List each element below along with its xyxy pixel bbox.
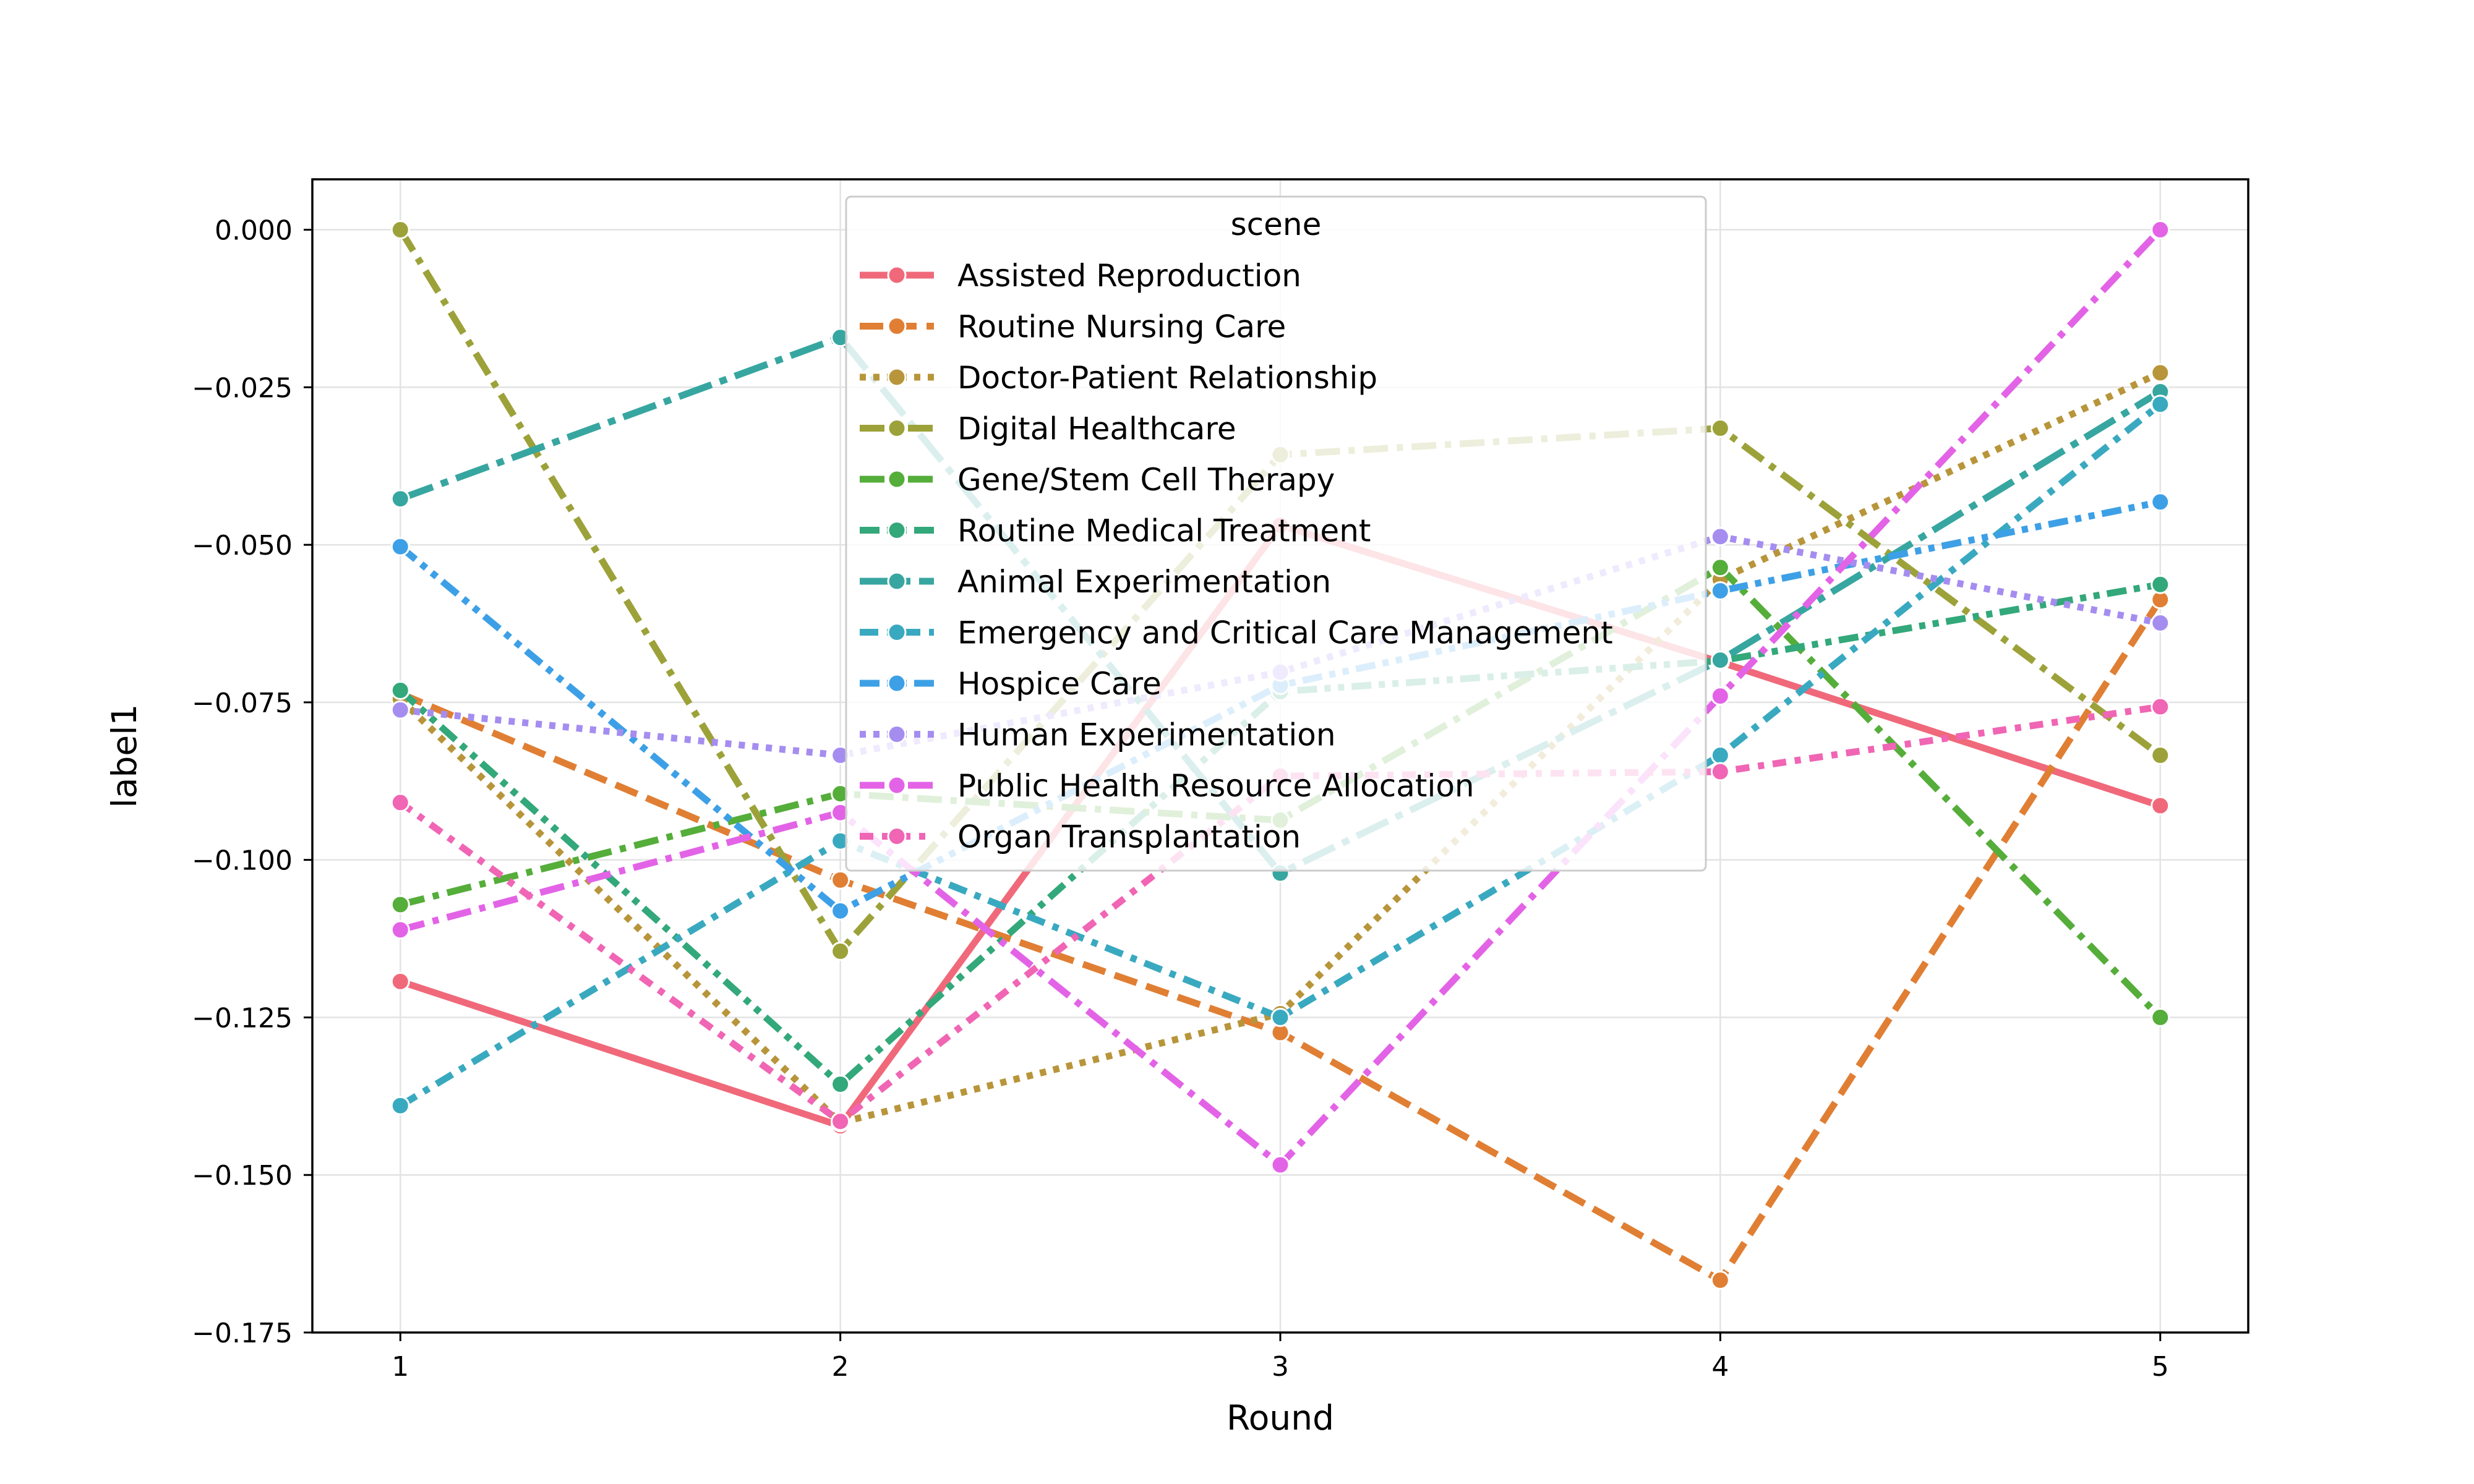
legend-item: Routine Nursing Care bbox=[860, 309, 1286, 345]
legend-item: Human Experimentation bbox=[860, 717, 1336, 753]
y-tick-label: −0.175 bbox=[192, 1318, 293, 1349]
legend-label: Hospice Care bbox=[957, 666, 1162, 702]
data-point bbox=[1710, 762, 1730, 782]
data-point bbox=[390, 793, 410, 812]
data-point bbox=[831, 870, 850, 890]
data-point bbox=[390, 895, 410, 915]
legend-label: Digital Healthcare bbox=[957, 411, 1236, 447]
series-line bbox=[398, 401, 2163, 1109]
legend-label: Human Experimentation bbox=[957, 717, 1336, 753]
y-tick-label: −0.125 bbox=[192, 1002, 293, 1034]
y-tick-label: −0.025 bbox=[192, 372, 293, 404]
legend-label: Assisted Reproduction bbox=[957, 258, 1301, 294]
legend-label: Doctor-Patient Relationship bbox=[957, 360, 1377, 396]
legend-item: Hospice Care bbox=[860, 666, 1162, 702]
y-axis-title: label1 bbox=[105, 704, 144, 808]
legend-label: Organ Transplantation bbox=[957, 819, 1301, 855]
legend-item: Organ Transplantation bbox=[860, 819, 1301, 855]
data-point bbox=[1710, 686, 1730, 706]
data-point bbox=[1710, 650, 1730, 670]
legend-item: Animal Experimentation bbox=[860, 564, 1331, 600]
legend-swatch-marker bbox=[887, 827, 907, 846]
y-tick-label: 0.000 bbox=[215, 215, 293, 247]
data-point bbox=[2151, 613, 2170, 633]
data-point bbox=[2151, 745, 2170, 765]
legend-swatch-marker bbox=[887, 725, 907, 744]
data-point bbox=[1710, 581, 1730, 600]
legend-item: Doctor-Patient Relationship bbox=[860, 360, 1377, 396]
series-public-health-resource-allocation bbox=[390, 220, 2170, 1175]
data-point bbox=[390, 537, 410, 556]
data-point bbox=[831, 901, 850, 921]
data-point bbox=[2151, 394, 2170, 414]
data-point bbox=[1710, 1270, 1730, 1290]
data-point bbox=[2151, 220, 2170, 240]
x-tick-label: 5 bbox=[2152, 1351, 2169, 1383]
data-point bbox=[831, 1074, 850, 1094]
y-axis-ticks: 0.000 −0.025 −0.050 −0.075 −0.100 −0.125 −0.15… bbox=[192, 215, 312, 1349]
data-point bbox=[831, 1112, 850, 1132]
legend-item: Gene/Stem Cell Therapy bbox=[860, 462, 1335, 498]
data-point bbox=[2151, 796, 2170, 816]
x-tick-label: 2 bbox=[832, 1351, 849, 1383]
data-point bbox=[2151, 492, 2170, 512]
legend-item: Assisted Reproduction bbox=[860, 258, 1301, 294]
legend: scene Assisted Reproduction Routine Nursi… bbox=[845, 195, 1707, 872]
legend-swatch-marker bbox=[887, 317, 907, 336]
data-point bbox=[2151, 697, 2170, 717]
data-point bbox=[2151, 363, 2170, 383]
data-point bbox=[831, 941, 850, 961]
legend-label: Public Health Resource Allocation bbox=[957, 768, 1475, 804]
x-tick-label: 1 bbox=[392, 1351, 409, 1383]
legend-title: scene bbox=[1231, 207, 1322, 242]
series-line bbox=[399, 564, 2163, 1020]
legend-swatch-marker bbox=[887, 469, 907, 489]
legend-label: Gene/Stem Cell Therapy bbox=[957, 462, 1335, 498]
y-tick-label: −0.150 bbox=[192, 1160, 293, 1192]
data-point bbox=[390, 681, 410, 701]
legend-swatch-marker bbox=[887, 419, 907, 438]
legend-item: Routine Medical Treatment bbox=[860, 513, 1371, 549]
data-point bbox=[390, 1096, 410, 1115]
legend-label: Routine Medical Treatment bbox=[957, 513, 1371, 549]
x-tick-label: 4 bbox=[1711, 1351, 1729, 1383]
data-point bbox=[390, 220, 410, 240]
legend-box bbox=[845, 195, 1707, 872]
x-axis-ticks: 1 2 3 4 5 bbox=[392, 1333, 2169, 1383]
data-point bbox=[1710, 527, 1730, 547]
legend-swatch-marker bbox=[887, 571, 907, 591]
y-tick-label: −0.100 bbox=[192, 845, 293, 877]
legend-items: Assisted Reproduction Routine Nursing Car… bbox=[860, 258, 1613, 855]
legend-swatch-marker bbox=[887, 673, 907, 693]
data-point bbox=[1270, 1155, 1290, 1175]
legend-swatch-marker bbox=[887, 521, 907, 540]
data-point bbox=[2151, 1007, 2170, 1027]
legend-swatch-marker bbox=[887, 265, 907, 285]
legend-swatch-marker bbox=[887, 775, 907, 795]
legend-swatch-marker bbox=[887, 367, 907, 387]
data-point bbox=[390, 920, 410, 940]
legend-item: Emergency and Critical Care Management bbox=[860, 615, 1613, 651]
data-point bbox=[1710, 558, 1730, 578]
data-point bbox=[1710, 419, 1730, 438]
legend-swatch-marker bbox=[887, 623, 907, 642]
x-axis-title: Round bbox=[1226, 1398, 1334, 1438]
data-point bbox=[1270, 1007, 1290, 1027]
y-tick-label: −0.075 bbox=[192, 688, 293, 719]
data-point bbox=[1710, 745, 1730, 765]
x-tick-label: 3 bbox=[1272, 1351, 1289, 1383]
legend-item: Digital Healthcare bbox=[860, 411, 1236, 447]
data-point bbox=[390, 489, 410, 509]
y-tick-label: −0.050 bbox=[192, 530, 293, 561]
legend-item: Public Health Resource Allocation bbox=[860, 768, 1475, 804]
data-point bbox=[390, 971, 410, 991]
legend-label: Routine Nursing Care bbox=[957, 309, 1286, 345]
legend-label: Emergency and Critical Care Management bbox=[957, 615, 1613, 651]
data-point bbox=[390, 700, 410, 720]
legend-label: Animal Experimentation bbox=[957, 564, 1331, 600]
data-point bbox=[2151, 574, 2170, 594]
